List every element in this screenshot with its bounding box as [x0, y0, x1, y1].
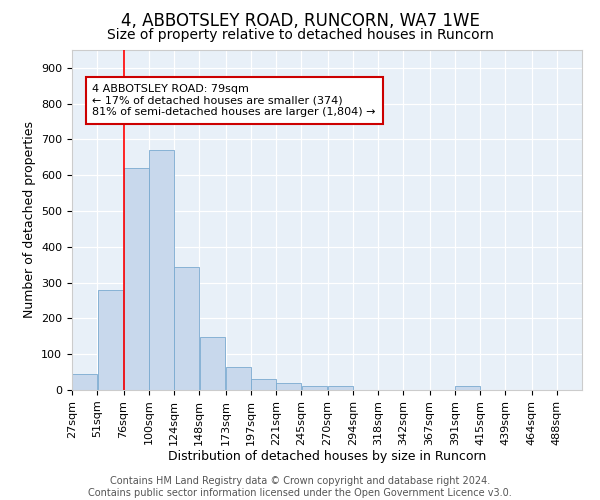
Y-axis label: Number of detached properties: Number of detached properties	[23, 122, 35, 318]
Bar	[72, 374, 97, 390]
Bar	[149, 150, 174, 390]
Bar	[124, 168, 149, 390]
Bar	[174, 266, 199, 390]
Bar	[199, 337, 225, 390]
Bar	[455, 386, 480, 390]
Bar	[276, 383, 301, 390]
X-axis label: Distribution of detached houses by size in Runcorn: Distribution of detached houses by size …	[168, 450, 486, 464]
Bar	[251, 378, 276, 390]
Bar	[97, 290, 123, 390]
Text: Contains HM Land Registry data © Crown copyright and database right 2024.
Contai: Contains HM Land Registry data © Crown c…	[88, 476, 512, 498]
Text: 4 ABBOTSLEY ROAD: 79sqm
← 17% of detached houses are smaller (374)
81% of semi-d: 4 ABBOTSLEY ROAD: 79sqm ← 17% of detache…	[92, 84, 376, 117]
Text: Size of property relative to detached houses in Runcorn: Size of property relative to detached ho…	[107, 28, 493, 42]
Bar	[328, 386, 353, 390]
Text: 4, ABBOTSLEY ROAD, RUNCORN, WA7 1WE: 4, ABBOTSLEY ROAD, RUNCORN, WA7 1WE	[121, 12, 479, 30]
Bar	[226, 366, 251, 390]
Bar	[302, 386, 327, 390]
